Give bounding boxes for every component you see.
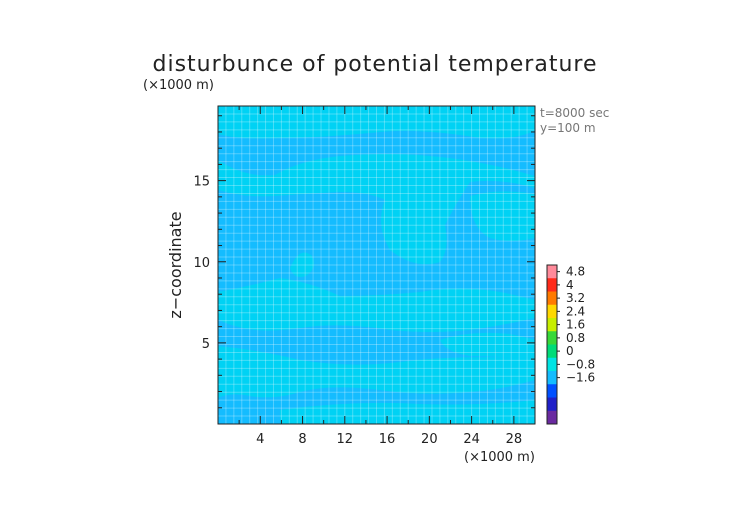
colorbar-swatch [547, 397, 557, 412]
contour-region-middle [218, 278, 535, 332]
contour-region-right-upper [470, 191, 535, 241]
y-position-annotation: y=100 m [540, 121, 596, 135]
colorbar-label: 2.4 [566, 304, 585, 318]
contour-region-center [290, 252, 314, 277]
contour-region-top [218, 106, 535, 139]
colorbar-swatch [547, 371, 557, 385]
colorbar-swatch [547, 357, 557, 372]
colorbar-swatch [547, 410, 557, 425]
colorbar-frame [546, 264, 558, 425]
plot-area [217, 105, 536, 425]
colorbar-swatch [547, 384, 557, 398]
y-tick-label: 10 [193, 256, 210, 271]
x-tick-label: 20 [421, 432, 438, 447]
x-axis: 4 8 12 16 20 24 28 [238, 106, 523, 447]
colorbar-swatch [547, 304, 557, 319]
colorbar-swatch [547, 278, 557, 292]
y-axis-label: z−coordinate [166, 211, 185, 318]
x-tick-label: 12 [337, 432, 354, 447]
contour-region-upper-band [218, 154, 535, 265]
plot-frame [217, 105, 536, 425]
colorbar-label: 0 [566, 344, 574, 358]
x-tick-label: 28 [506, 432, 523, 447]
colorbar-label: 0.8 [566, 331, 585, 345]
time-annotation: t=8000 sec [540, 106, 609, 120]
colorbar-label: −1.6 [566, 371, 595, 385]
colorbar-label: −0.8 [566, 357, 595, 371]
contour-region-right-lower [440, 332, 535, 360]
colorbar-label: 3.2 [566, 291, 585, 305]
grid-lines [218, 106, 535, 424]
x-tick-label: 16 [379, 432, 396, 447]
x-tick-label: 4 [256, 432, 264, 447]
y-axis: 5 10 15 [193, 115, 535, 409]
y-tick-label: 15 [193, 175, 210, 190]
x-axis-unit: (×1000 m) [464, 450, 535, 465]
y-tick-label: 5 [202, 337, 210, 352]
contour-regions [218, 106, 535, 424]
x-tick-label: 24 [463, 432, 480, 447]
colorbar: 4.843.22.41.60.80−0.8−1.6 [546, 264, 595, 425]
contour-region-lower [218, 346, 535, 398]
x-tick-label: 8 [298, 432, 306, 447]
y-axis-unit: (×1000 m) [143, 78, 214, 93]
colorbar-swatch [547, 265, 557, 279]
chart-title: disturbunce of potential temperature [153, 52, 598, 77]
colorbar-swatch [547, 331, 557, 345]
colorbar-swatch [547, 291, 557, 306]
colorbar-swatch [547, 318, 557, 332]
colorbar-label: 4 [566, 278, 574, 292]
colorbar-label: 1.6 [566, 318, 585, 332]
colorbar-label: 4.8 [566, 265, 585, 279]
colorbar-swatch [547, 344, 557, 359]
